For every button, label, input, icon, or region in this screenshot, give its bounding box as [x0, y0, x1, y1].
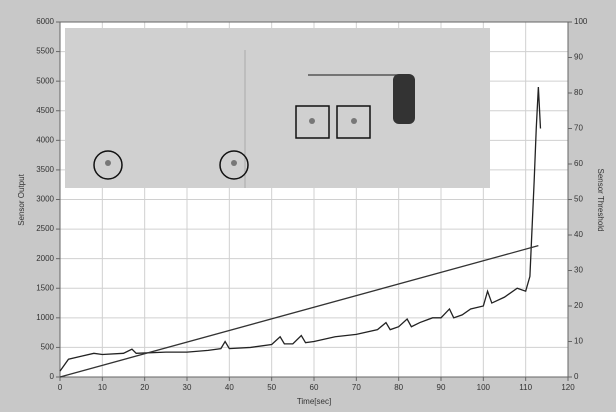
y2-tick-label: 30 — [574, 266, 583, 275]
y-tick-label: 0 — [50, 372, 55, 381]
y2-tick-label: 70 — [574, 124, 583, 133]
y-tick-label: 3500 — [36, 165, 54, 174]
y-tick-label: 5500 — [36, 47, 54, 56]
x-tick-label: 60 — [310, 383, 319, 392]
x-tick-label: 100 — [477, 383, 491, 392]
y-axis-label: Sensor Output — [17, 173, 26, 225]
y2-tick-label: 10 — [574, 337, 583, 346]
inset-photo — [65, 28, 490, 188]
y-tick-label: 500 — [41, 343, 55, 352]
x-tick-label: 70 — [352, 383, 361, 392]
y-tick-label: 5000 — [36, 76, 54, 85]
y-tick-label: 1500 — [36, 283, 54, 292]
data-line — [59, 87, 542, 372]
y-tick-label: 4000 — [36, 135, 54, 144]
y-tick-label: 4500 — [36, 106, 54, 115]
x-tick-label: 10 — [98, 383, 107, 392]
y2-tick-label: 0 — [574, 372, 579, 381]
y2-tick-label: 80 — [574, 88, 583, 97]
data-line — [59, 245, 539, 378]
x-tick-label: 90 — [437, 383, 446, 392]
x-tick-label: 110 — [519, 383, 532, 392]
y2-tick-label: 40 — [574, 230, 583, 239]
y-tick-label: 3000 — [36, 195, 54, 204]
y2-tick-label: 20 — [574, 301, 583, 310]
x-axis-label: Time[sec] — [297, 397, 331, 406]
x-tick-label: 120 — [561, 383, 575, 392]
x-tick-label: 50 — [267, 383, 276, 392]
y2-tick-label: 100 — [574, 17, 588, 26]
x-tick-label: 0 — [58, 383, 63, 392]
x-tick-label: 40 — [225, 383, 234, 392]
y-tick-label: 2000 — [36, 254, 54, 263]
y2-tick-label: 50 — [574, 195, 583, 204]
y2-axis-label: Sensor Threshold — [596, 169, 605, 232]
x-tick-label: 80 — [394, 383, 403, 392]
y-tick-label: 6000 — [36, 17, 54, 26]
x-tick-label: 30 — [183, 383, 192, 392]
y2-tick-label: 90 — [574, 53, 583, 62]
y-tick-label: 2500 — [36, 224, 54, 233]
x-tick-label: 20 — [140, 383, 149, 392]
y-tick-label: 1000 — [36, 313, 54, 322]
y2-tick-label: 60 — [574, 159, 583, 168]
